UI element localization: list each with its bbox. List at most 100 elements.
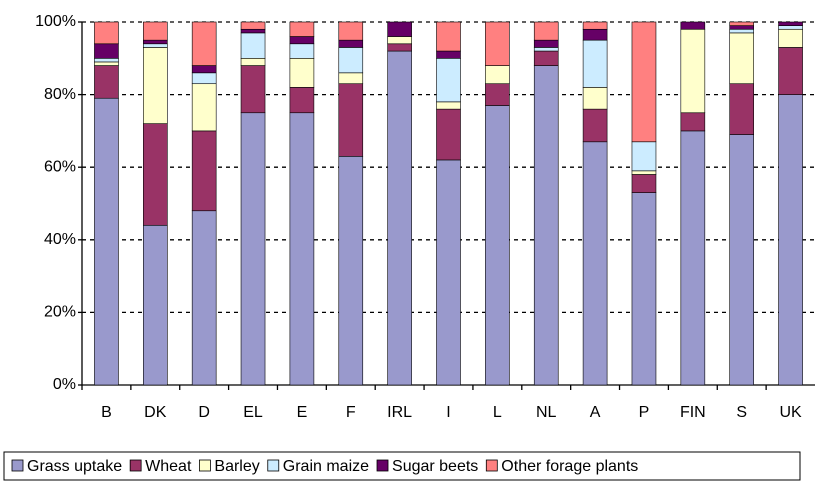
bar-segment [778, 94, 803, 386]
bar-segment [387, 36, 412, 45]
bar-segment [533, 50, 559, 66]
bar-segment [387, 21, 412, 37]
bar-segment [289, 21, 315, 37]
bar-segment [533, 47, 559, 52]
bar-segment [436, 57, 461, 103]
bar-segment [94, 61, 119, 66]
bar-segment [680, 130, 706, 386]
bar-segment [582, 28, 608, 41]
x-tick-label: IRL [387, 404, 412, 421]
bar-segment [680, 112, 706, 132]
bar-segment [778, 21, 803, 26]
bar-segment [94, 57, 119, 63]
bar-segment [778, 25, 803, 30]
x-tick-label: FIN [680, 404, 706, 421]
x-tick-label: NL [536, 404, 557, 421]
bar-segment [387, 50, 412, 386]
x-tick-label: L [493, 404, 502, 421]
bar-segment [436, 21, 461, 52]
y-tick-label: 80% [44, 86, 76, 103]
bar-segment [338, 72, 364, 85]
bar-segment [240, 112, 266, 386]
bar-segment [582, 141, 608, 386]
bar-segment [338, 39, 364, 48]
bar-segment [485, 65, 510, 85]
x-tick-label: P [639, 404, 650, 421]
x-tick-label: F [346, 404, 356, 421]
legend-swatch [376, 459, 389, 472]
legend-label: Barley [214, 458, 259, 475]
bar-segment [729, 21, 755, 26]
x-tick-label: DK [144, 404, 167, 421]
bar-segment [191, 210, 217, 386]
bar-segment [240, 32, 266, 59]
bar-segment [94, 65, 119, 99]
legend-swatch [485, 459, 498, 472]
bar-segment [240, 57, 266, 66]
bar-segment [485, 105, 510, 386]
legend-label: Sugar beets [392, 458, 478, 475]
bar-segment [485, 83, 510, 106]
x-tick-label: E [297, 404, 308, 421]
legend-label: Other forage plants [501, 458, 638, 475]
x-tick-label: I [446, 404, 450, 421]
legend-label: Grain maize [283, 458, 369, 475]
legend-label: Wheat [145, 458, 192, 475]
bar-segment [631, 21, 657, 143]
bar-segment [631, 170, 657, 175]
bar-segment [631, 141, 657, 172]
y-tick-label: 60% [44, 158, 76, 175]
bar-segment [143, 43, 168, 48]
bar-segment [191, 72, 217, 85]
bar-segment [680, 28, 706, 114]
bar-segment [387, 43, 412, 52]
bar-segment [289, 36, 315, 45]
bar-segment [436, 159, 461, 386]
bar-segment [143, 47, 168, 124]
bar-segment [680, 21, 706, 30]
bar-segment [338, 156, 364, 386]
bar-segment [240, 65, 266, 114]
legend-swatch [129, 459, 142, 472]
bar-segment [485, 21, 510, 66]
bar-segment [778, 28, 803, 48]
x-tick-label: B [101, 404, 112, 421]
bar-segment [289, 57, 315, 88]
bar-segment [240, 28, 266, 34]
bar-segment [338, 21, 364, 41]
bar-segment [729, 134, 755, 386]
bar-segment [94, 97, 119, 386]
bar-segment [143, 224, 168, 386]
bar-segment [582, 87, 608, 110]
bar-segment [436, 108, 461, 161]
bar-segment [143, 21, 168, 41]
bar-segment [778, 47, 803, 95]
bar-segment [338, 83, 364, 157]
legend-swatch [199, 459, 211, 472]
bar-segment [191, 21, 217, 66]
y-tick-label: 40% [44, 231, 76, 248]
bar-segment [729, 25, 755, 30]
bar-segment [729, 32, 755, 85]
legend-label: Grass uptake [27, 458, 122, 475]
bar-segment [533, 65, 559, 386]
bar-segment [289, 112, 315, 386]
bar-segment [191, 130, 217, 212]
bar-segment [289, 43, 315, 59]
legend-swatch [267, 459, 280, 472]
bar-segment [143, 39, 168, 45]
bar-segment [191, 65, 217, 74]
bar-segment [94, 21, 119, 45]
bar-segment [289, 87, 315, 114]
bar-segment [240, 21, 266, 30]
bar-segment [436, 50, 461, 59]
x-tick-label: EL [243, 404, 263, 421]
bar-segment [533, 21, 559, 41]
x-tick-label: S [736, 404, 747, 421]
bar-segment [436, 101, 461, 110]
x-tick-label: D [198, 404, 210, 421]
bar-segment [582, 108, 608, 143]
bar-segment [338, 47, 364, 74]
y-tick-label: 20% [44, 304, 76, 321]
